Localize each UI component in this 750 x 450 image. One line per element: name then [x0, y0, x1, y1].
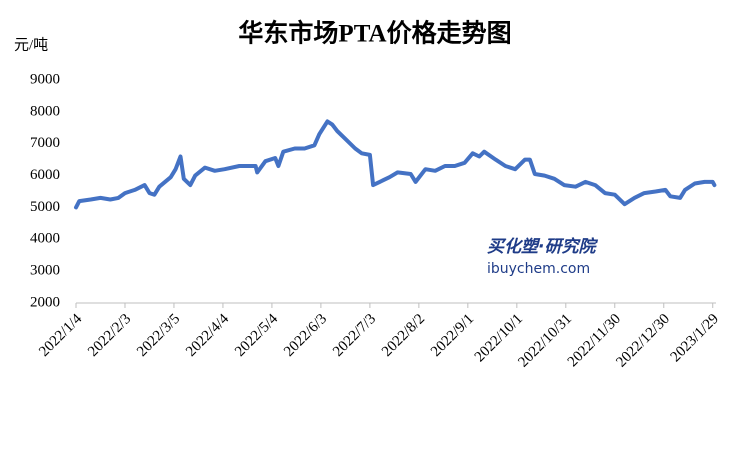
y-axis-unit: 元/吨	[14, 36, 48, 53]
y-tick-label: 8000	[30, 103, 60, 119]
y-tick-label: 4000	[30, 231, 60, 247]
y-tick-label: 5000	[30, 199, 60, 215]
y-tick-label: 7000	[30, 135, 60, 151]
y-tick-label: 9000	[30, 71, 60, 87]
watermark-url: ibuychem.com	[487, 261, 590, 277]
chart-title: 华东市场PTA价格走势图	[238, 19, 511, 48]
y-tick-label: 6000	[30, 167, 60, 183]
y-tick-label: 3000	[30, 263, 60, 279]
y-tick-label: 2000	[30, 294, 60, 310]
watermark-title: 买化塑·研究院	[487, 237, 598, 257]
price-line	[74, 119, 717, 210]
